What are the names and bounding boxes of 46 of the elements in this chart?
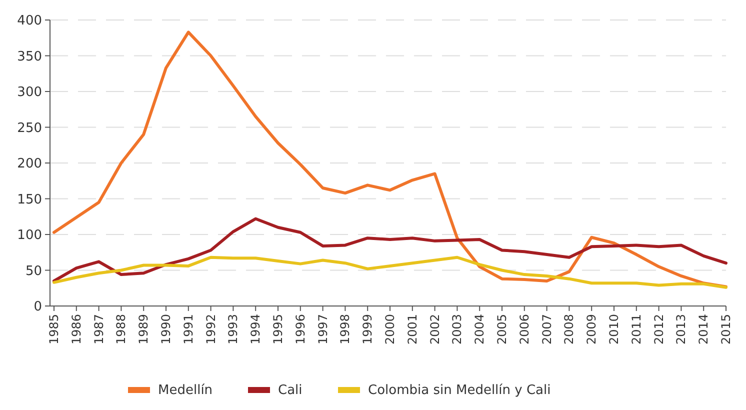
x-tick-label: 1994 bbox=[248, 314, 263, 345]
x-tick-label: 2013 bbox=[674, 314, 688, 345]
x-tick-label: 2014 bbox=[696, 314, 711, 345]
x-tick-label: 1991 bbox=[181, 314, 196, 345]
y-tick-label: 300 bbox=[17, 85, 42, 100]
y-tick-label: 100 bbox=[17, 228, 42, 244]
x-tick-label: 2002 bbox=[428, 314, 442, 345]
x-tick-label: 1996 bbox=[293, 314, 308, 345]
y-tick-label: 350 bbox=[17, 49, 42, 64]
y-tick-label: 0 bbox=[34, 300, 42, 315]
legend-label: Colombia sin Medellín y Cali bbox=[368, 383, 551, 398]
x-tick-label: 2000 bbox=[383, 314, 397, 345]
x-tick-label: 2015 bbox=[719, 314, 733, 345]
x-tick-label: 1999 bbox=[360, 314, 375, 345]
line-series bbox=[52, 30, 728, 288]
line-series bbox=[52, 217, 728, 282]
x-tick-label: 1986 bbox=[69, 314, 84, 345]
x-tick-label: 2003 bbox=[450, 314, 464, 345]
x-tick-label: 2006 bbox=[517, 314, 532, 345]
x-tick-label: 1995 bbox=[271, 314, 285, 345]
legend-label: Cali bbox=[278, 383, 302, 398]
x-tick-label: 1992 bbox=[204, 314, 218, 345]
x-tick-label: 1985 bbox=[47, 314, 61, 345]
y-tick-label: 400 bbox=[17, 14, 42, 29]
y-tick-label: 50 bbox=[25, 264, 42, 279]
x-tick-label: 1989 bbox=[136, 314, 151, 345]
y-tick-label: 150 bbox=[17, 192, 42, 208]
x-tick-label: 1998 bbox=[338, 314, 352, 345]
x-tick-label: 2012 bbox=[652, 314, 666, 345]
line-series bbox=[52, 256, 728, 289]
x-tick-label: 1990 bbox=[159, 314, 173, 345]
x-tick-label: 2004 bbox=[472, 314, 487, 345]
x-tick-label: 2008 bbox=[562, 314, 576, 345]
x-tick-label: 2011 bbox=[629, 314, 644, 345]
x-tick-label: 1993 bbox=[226, 314, 240, 345]
x-tick-label: 2005 bbox=[495, 314, 509, 345]
x-tick-label: 2001 bbox=[405, 314, 420, 345]
y-tick-label: 200 bbox=[17, 156, 42, 172]
x-tick-label: 2010 bbox=[607, 314, 621, 345]
x-tick-label: 1997 bbox=[316, 314, 330, 345]
y-tick-label: 250 bbox=[17, 120, 42, 136]
x-tick-label: 2007 bbox=[540, 314, 554, 345]
x-tick-label: 2009 bbox=[584, 314, 599, 345]
legend-label: Medellín bbox=[158, 383, 213, 398]
x-tick-label: 1988 bbox=[114, 314, 128, 345]
x-tick-label: 1987 bbox=[92, 314, 106, 345]
